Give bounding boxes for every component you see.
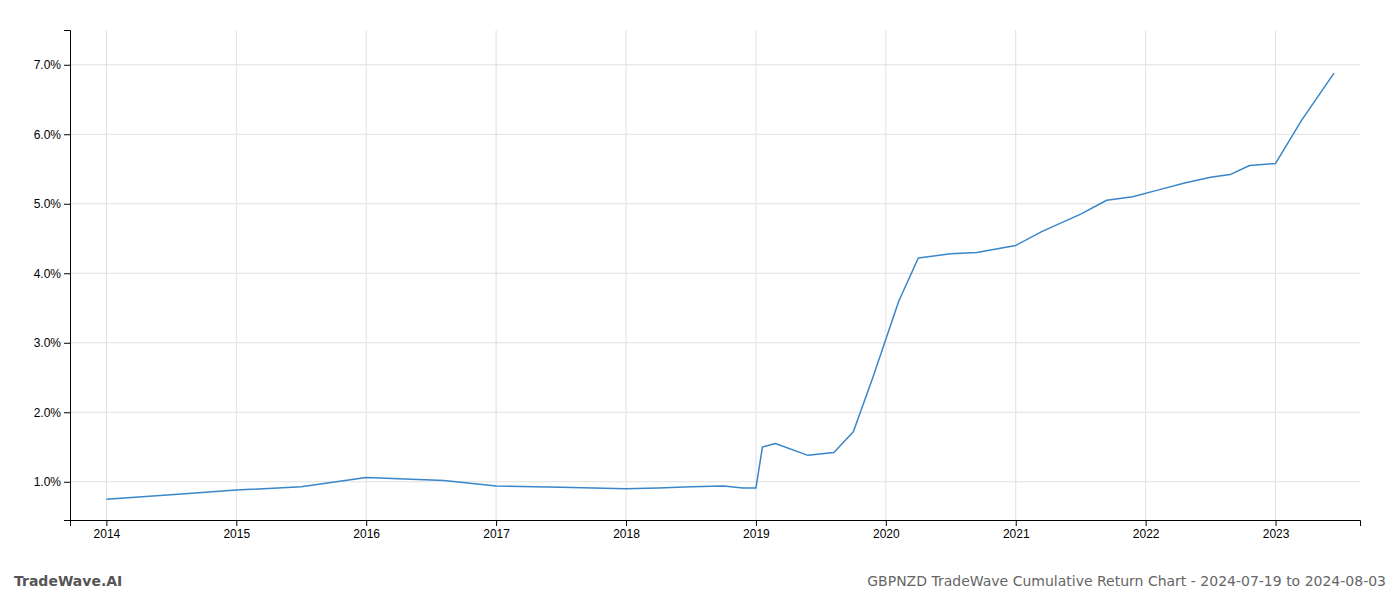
- y-tick-mark: [64, 412, 70, 413]
- x-tick-label: 2021: [1003, 527, 1030, 541]
- x-tick: 2021: [1003, 520, 1030, 541]
- y-tick: 1.0%: [34, 475, 70, 489]
- y-tick: 2.0%: [34, 406, 70, 420]
- plot: 2014 2015 2016 2017 2018 2019 2020 2021 2022 2023…: [34, 30, 1361, 541]
- x-tick-label: 2017: [483, 527, 510, 541]
- grid-line-x: [755, 30, 756, 520]
- y-axis: 1.0% 2.0% 3.0% 4.0% 5.0% 6.0% 7.0%: [34, 31, 71, 521]
- x-tick-label: 2015: [223, 527, 250, 541]
- line: [106, 73, 1334, 499]
- grid-line-y: [70, 342, 1360, 343]
- chart: 2014 2015 2016 2017 2018 2019 2020 2021 2022 2023…: [0, 0, 1400, 600]
- y-tick: 3.0%: [34, 336, 70, 350]
- x-tick-mark: [236, 520, 237, 526]
- x-axis-line: [71, 521, 1361, 527]
- grid-line-x: [236, 30, 237, 520]
- grid-line-y: [70, 273, 1360, 274]
- x-tick-mark: [626, 520, 627, 526]
- x-tick: 2016: [353, 520, 380, 541]
- x-tick-mark: [1276, 520, 1277, 526]
- x-tick: 2015: [223, 520, 250, 541]
- watermark: TradeWave.AI: [14, 573, 122, 589]
- x-tick-mark: [106, 520, 107, 526]
- x-tick-mark: [886, 520, 887, 526]
- grid-line-x: [1015, 30, 1016, 520]
- y-tick: 7.0%: [34, 58, 70, 72]
- grid-line-x: [626, 30, 627, 520]
- y-tick-mark: [64, 134, 70, 135]
- grid-line-y: [70, 134, 1360, 135]
- grid-line-x: [366, 30, 367, 520]
- y-tick: 5.0%: [34, 197, 70, 211]
- y-tick-mark: [64, 65, 70, 66]
- y-tick-mark: [64, 343, 70, 344]
- x-tick-label: 2014: [94, 527, 121, 541]
- y-tick-label: 6.0%: [34, 128, 62, 142]
- y-tick-label: 4.0%: [34, 267, 62, 281]
- grid-line-x: [496, 30, 497, 520]
- y-tick-mark: [64, 204, 70, 205]
- x-tick-mark: [756, 520, 757, 526]
- y-tick-mark: [64, 482, 70, 483]
- x-tick-mark: [1016, 520, 1017, 526]
- y-tick-label: 3.0%: [34, 336, 62, 350]
- x-tick: 2023: [1263, 520, 1290, 541]
- x-tick: 2019: [743, 520, 770, 541]
- grid-line-y: [70, 64, 1360, 65]
- y-axis-line: [64, 31, 71, 521]
- y-tick: 6.0%: [34, 128, 70, 142]
- grid-line-x: [1145, 30, 1146, 520]
- y-tick: 4.0%: [34, 267, 70, 281]
- x-tick-mark: [366, 520, 367, 526]
- grid-line-x: [106, 30, 107, 520]
- x-tick-label: 2016: [353, 527, 380, 541]
- grid-line-x: [1275, 30, 1276, 520]
- x-tick-mark: [1146, 520, 1147, 526]
- grid-line-y: [70, 481, 1360, 482]
- title: GBPNZD TradeWave Cumulative Return Chart…: [867, 573, 1386, 589]
- x-tick: 2014: [94, 520, 121, 541]
- x-tick-label: 2022: [1133, 527, 1160, 541]
- x-tick: 2022: [1133, 520, 1160, 541]
- grid-line-x: [885, 30, 886, 520]
- grid: [70, 30, 1360, 520]
- x-tick: 2018: [613, 520, 640, 541]
- y-tick-label: 2.0%: [34, 406, 62, 420]
- y-tick-label: 5.0%: [34, 197, 62, 211]
- x-tick-label: 2023: [1263, 527, 1290, 541]
- x-tick-mark: [496, 520, 497, 526]
- x-axis: 2014 2015 2016 2017 2018 2019 2020 2021 2022 2023: [71, 520, 1361, 541]
- background: [0, 0, 1400, 600]
- x-tick-label: 2018: [613, 527, 640, 541]
- grid-line-y: [70, 412, 1360, 413]
- x-tick-label: 2019: [743, 527, 770, 541]
- y-tick-label: 7.0%: [34, 58, 62, 72]
- x-tick: 2017: [483, 520, 510, 541]
- y-tick-label: 1.0%: [34, 475, 62, 489]
- x-tick: 2020: [873, 520, 900, 541]
- y-tick-mark: [64, 273, 70, 274]
- x-tick-label: 2020: [873, 527, 900, 541]
- grid-line-y: [70, 203, 1360, 204]
- marks: [106, 73, 1334, 499]
